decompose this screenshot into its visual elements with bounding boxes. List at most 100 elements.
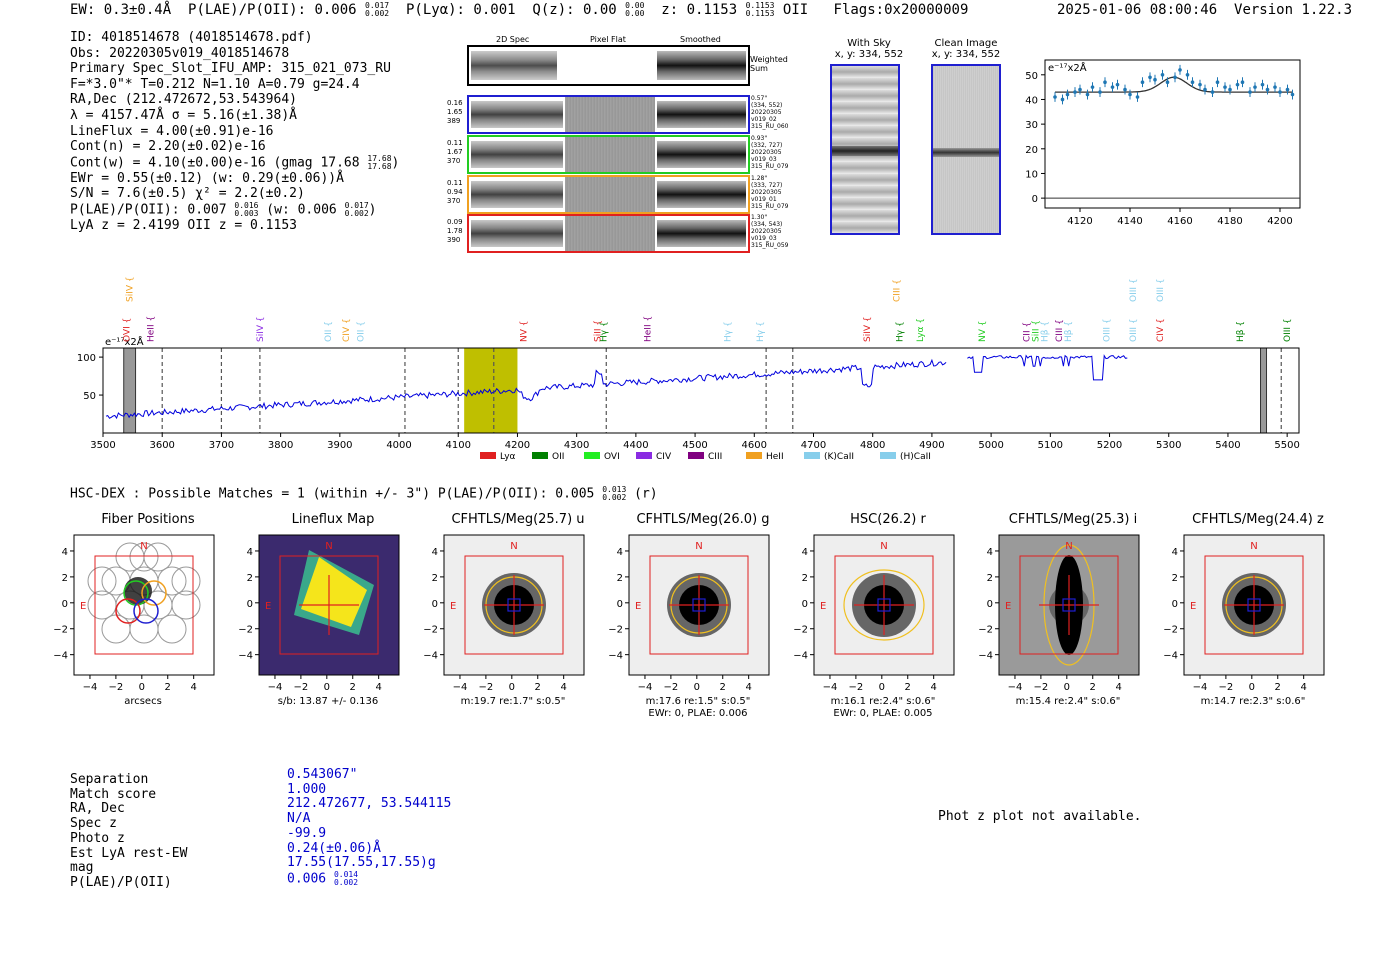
thumb-y-tick-label: −4 (1163, 651, 1178, 662)
fit-data-point (1115, 82, 1120, 87)
thumb-x-tick-label: −2 (294, 682, 309, 693)
fit-data-point (1203, 87, 1207, 92)
spec-row-right-info: 0.93" (332, 727) 20220305 v019_03 315_RU_079 (751, 135, 789, 170)
spec-row-right-info: 1.30" (334, 543) 20220305 v019_03 315_RU_059 (751, 214, 789, 249)
thumb-x-tick-label: 2 (165, 682, 171, 693)
spectrum-line (105, 358, 947, 420)
thumb-footer-line1: s/b: 13.87 +/- 0.136 (277, 696, 379, 707)
lineflux-core (301, 557, 367, 627)
spectrum-line-label: CII { (1023, 322, 1033, 342)
fit-data-point (1090, 85, 1095, 89)
info-ewr: EWr = 0.55(±0.12) (w: 0.29(±0.06))Å (70, 170, 344, 186)
spectrum-x-tick-label: 3600 (149, 440, 174, 451)
fit-chart-frame (1044, 59, 1301, 209)
fit-data-point (1253, 85, 1257, 89)
spectrum-line-label: CIV { (1156, 318, 1166, 342)
fit-data-point (1278, 90, 1282, 94)
info-contn: Cont(n) = 2.20(±0.02)e-16 (70, 139, 266, 155)
spectrum-line-label: Hγ { (895, 321, 905, 342)
thumb-y-tick-label: 2 (432, 573, 438, 584)
north-label: N (1250, 541, 1257, 552)
thumb-footer: m:19.7 re:1.7" s:0.5" (438, 696, 588, 708)
thumb-title: CFHTLS/Meg(24.4) z (1192, 512, 1324, 527)
fit-y-tick-label: 50 (1025, 71, 1038, 82)
fit-x-tick-label: 4180 (1217, 216, 1242, 227)
with-sky-cutout (830, 64, 900, 235)
fit-y-tick-label: 10 (1025, 169, 1038, 180)
fit-data-point (1153, 77, 1157, 82)
spectrum-legend-label: (K)CaII (824, 452, 854, 462)
fit-data-point (1223, 85, 1227, 89)
thumb-y-tick-label: −4 (978, 651, 993, 662)
thumb-title: CFHTLS/Meg(25.7) u (451, 512, 585, 527)
thumb-title: Fiber Positions (101, 512, 195, 527)
north-label: N (140, 541, 147, 552)
thumb-y-tick-label: −2 (608, 625, 623, 636)
match-plae: 0.006 0.014 0.002 (287, 869, 359, 887)
fit-data-point (1215, 80, 1220, 84)
spectrum-legend-label: HeII (766, 452, 784, 462)
fiber-highlight (133, 598, 159, 624)
thumb-plot: N E −4 −2 0 2 4 4 2 0 −2 −4 (978, 534, 1140, 693)
thumb-frame (628, 534, 770, 676)
spectrum-x-tick-label: 5400 (1215, 440, 1240, 451)
match-value: -99.9 (287, 825, 327, 841)
spectrum-legend-label: CIII (708, 452, 722, 462)
spec-row-left-stats: 0.11 1.67 370 (447, 139, 463, 165)
fit-data-point (1053, 95, 1057, 99)
east-label: E (450, 601, 456, 612)
info-fwhm: F=*3.0"* T=0.212 N=1.10 A=0.79 g=24.4 (70, 76, 360, 92)
thumb-plot: N E −4 −2 0 2 4 4 2 0 −2 −4 (238, 534, 400, 693)
spectrum-line-label: SiIV { (863, 316, 873, 342)
match-values: 0.543067" 1.000 212.472677, 53.544115 N/A -9… (287, 767, 451, 887)
col-pixel-flat: Pixel Flat (590, 35, 626, 44)
spectrum-line-red (967, 354, 1128, 381)
thumb-x-tick-label: 4 (1115, 682, 1121, 693)
north-label: N (695, 541, 702, 552)
spectrum-line-label: HeII { (146, 316, 156, 342)
match-label: Spec z (70, 816, 117, 832)
fit-data-point (1173, 75, 1177, 80)
thumb-y-tick-label: 4 (617, 547, 623, 558)
thumb-title: HSC(26.2) r (850, 512, 926, 527)
thumb-frame (443, 534, 585, 676)
fit-data-point (1190, 80, 1195, 84)
fit-data-point (1073, 90, 1077, 94)
spec-row-2d (471, 141, 563, 168)
fit-model-curve (1055, 76, 1293, 93)
spectrum-x-tick-label: 3800 (268, 440, 293, 451)
spectrum-line-label: NV { (519, 321, 529, 342)
spectrum-x-tick-label: 3500 (90, 440, 115, 451)
thumb-y-tick-label: −2 (238, 625, 253, 636)
fit-data-point (1210, 90, 1215, 94)
fit-data-point (1078, 87, 1082, 92)
clean-image-title: Clean Image x, y: 334, 552 (931, 38, 1001, 60)
spec-row-right-info: 0.57" (334, 552) 20220305 v019_02 315_RU_060 (751, 95, 789, 130)
search-box (1019, 555, 1119, 655)
thumb-footer: m:14.7 re:2.3" s:0.6" (1178, 696, 1328, 708)
thumb-x-tick-label: −2 (109, 682, 124, 693)
header-flags: Flags:0x20000009 (833, 2, 969, 18)
spec-row-left-stats: 0.09 1.78 390 (447, 218, 463, 244)
thumb-y-tick-label: 0 (987, 599, 993, 610)
thumb-footer: s/b: 13.87 +/- 0.136 (253, 696, 403, 708)
spectrum-line-label: OIII { (1103, 318, 1113, 342)
target-box (692, 598, 706, 612)
col-smoothed: Smoothed (680, 35, 721, 44)
fit-data-point (1065, 92, 1070, 97)
fit-data-point (1285, 87, 1290, 92)
thumb-frame (998, 534, 1140, 676)
thumb-y-tick-label: −2 (53, 625, 68, 636)
thumb-x-tick-label: −4 (83, 682, 98, 693)
spectrum-legend-label: OVI (604, 452, 620, 462)
fiber-circle (129, 542, 159, 572)
thumb-x-tick-label: 4 (190, 682, 196, 693)
spectrum-legend-swatch (804, 452, 820, 459)
spectrum-legend-label: (H)CaII (900, 452, 931, 462)
match-label: Photo z (70, 830, 125, 846)
fit-x-tick-label: 4160 (1167, 216, 1192, 227)
spectrum-x-tick-label: 5200 (1097, 440, 1122, 451)
thumb-x-tick-label: 0 (139, 682, 145, 693)
thumb-footer-line2: EWr: 0, PLAE: 0.005 (833, 708, 933, 719)
spectrum-legend-swatch (532, 452, 548, 459)
